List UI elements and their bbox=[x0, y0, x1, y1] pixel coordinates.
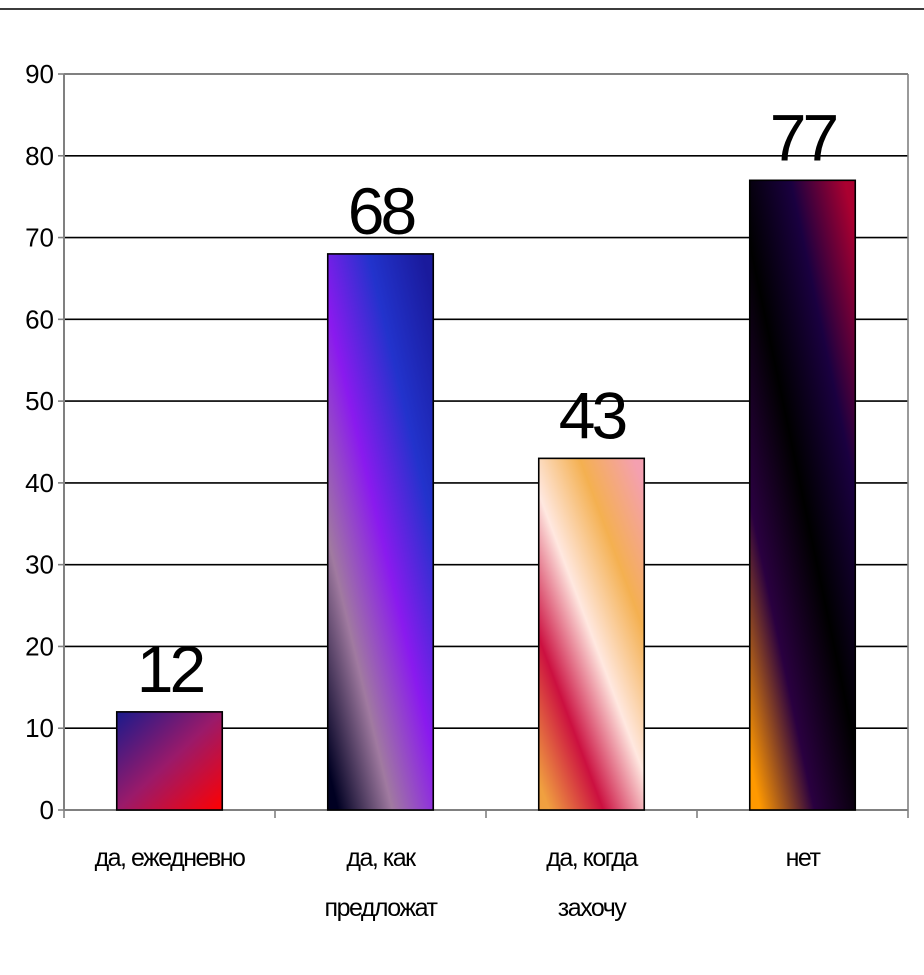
y-tick-label: 0 bbox=[40, 795, 54, 825]
x-category-label: да, когда bbox=[546, 844, 638, 872]
y-tick-label: 80 bbox=[25, 141, 54, 171]
y-tick-label: 10 bbox=[25, 713, 54, 743]
x-category-label: да, как bbox=[346, 844, 417, 872]
y-tick-label: 40 bbox=[25, 468, 54, 498]
y-tick-label: 20 bbox=[25, 631, 54, 661]
bar bbox=[537, 457, 646, 811]
x-category-label: нет bbox=[786, 844, 822, 872]
bar bbox=[115, 711, 224, 811]
data-label: 68 bbox=[348, 174, 415, 248]
data-label: 43 bbox=[559, 378, 626, 452]
bar bbox=[748, 179, 857, 811]
bar bbox=[326, 253, 435, 811]
frame-top-border bbox=[0, 8, 924, 10]
data-label: 12 bbox=[137, 632, 204, 706]
x-category-label: да, ежедневно bbox=[95, 844, 245, 872]
y-tick-label: 30 bbox=[25, 550, 54, 580]
y-tick-label: 70 bbox=[25, 223, 54, 253]
data-label: 77 bbox=[770, 100, 837, 174]
y-tick-label: 60 bbox=[25, 304, 54, 334]
y-tick-label: 50 bbox=[25, 386, 54, 416]
x-category-label: захочу bbox=[558, 894, 627, 922]
x-category-label: предложат bbox=[325, 894, 439, 922]
y-tick-label: 90 bbox=[25, 59, 54, 89]
